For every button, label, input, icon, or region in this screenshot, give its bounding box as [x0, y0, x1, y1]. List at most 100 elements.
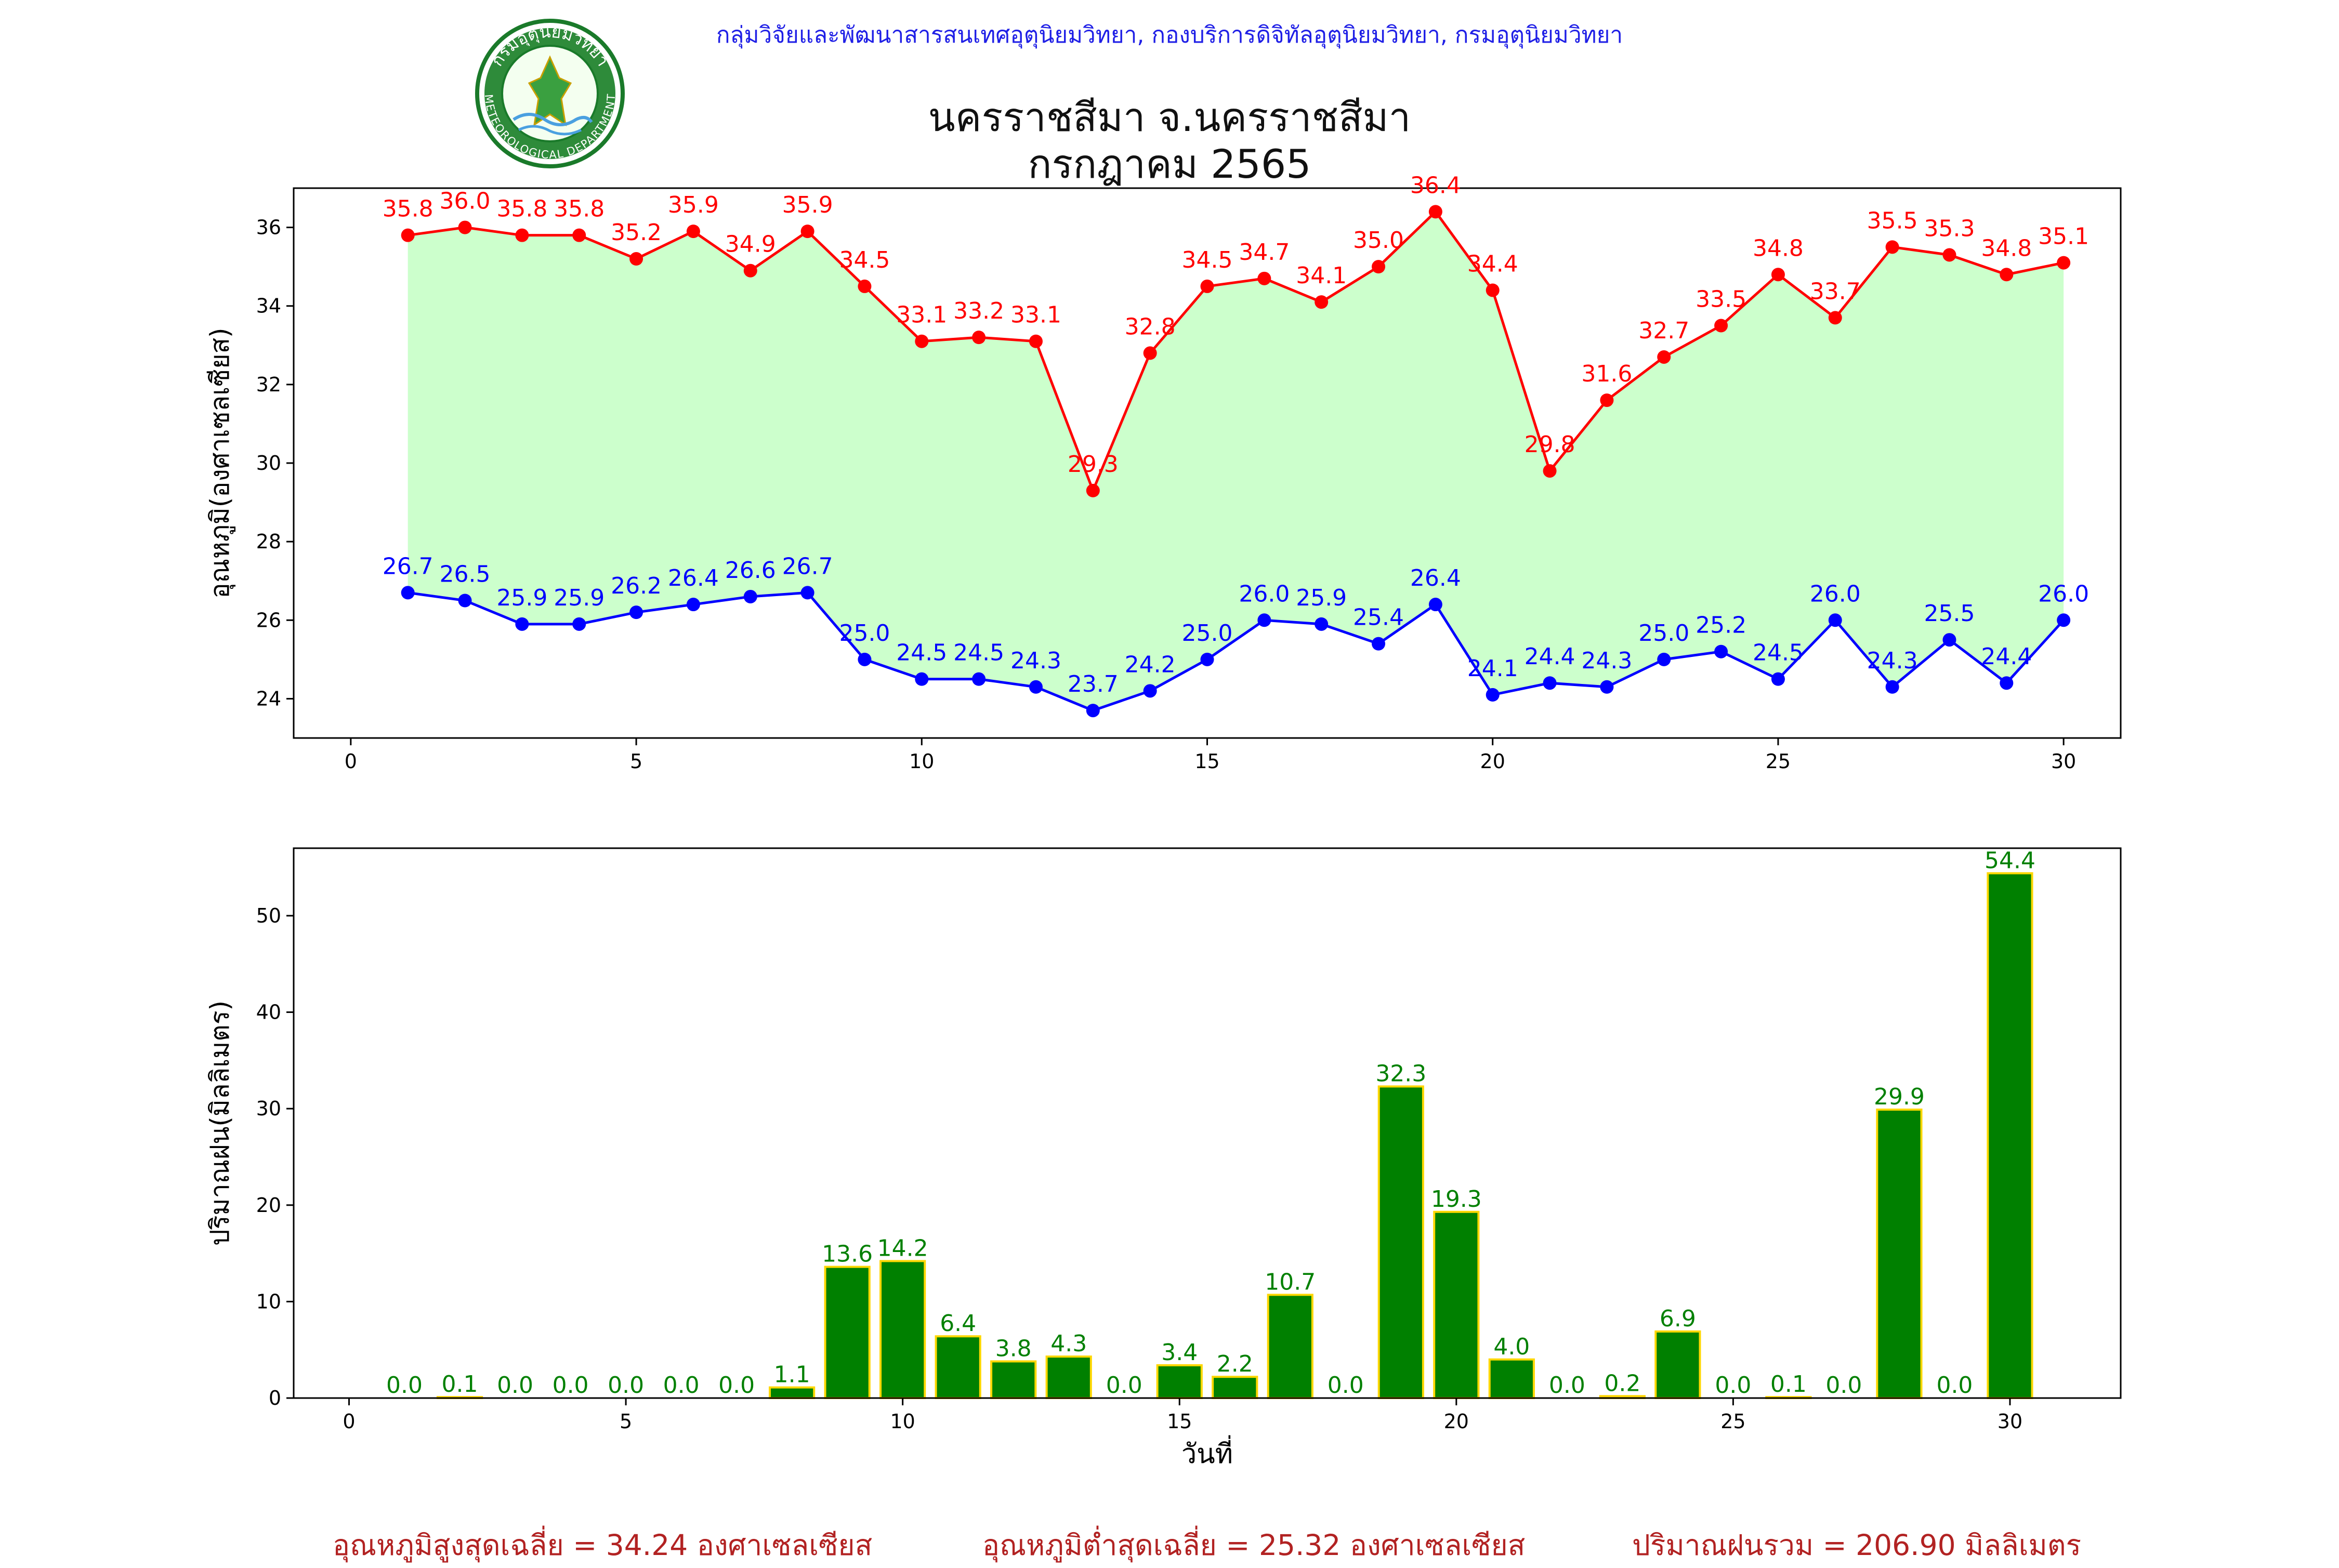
rainfall-value-label: 6.4	[940, 1310, 976, 1337]
x-tick-label: 10	[890, 1410, 915, 1433]
max-temperature-labels: 35.8 36.0 35.8 35.835.235.934.935.934.533.1…	[383, 172, 2089, 478]
min-temperature-point	[1257, 613, 1271, 627]
rainfall-bar	[879, 1260, 926, 1399]
min-temperature-labels: 26.7 26.525.9 25.9 26.2 26.4 26.6 26.725.024.5…	[383, 553, 2089, 697]
rainfall-value-label: 0.2	[1604, 1370, 1640, 1396]
min-temperature-point	[915, 672, 929, 686]
min-temperature-value-label: 24.5	[953, 640, 1004, 666]
x-tick-label: 5	[620, 1410, 632, 1433]
max-temperature-point	[1828, 311, 1842, 325]
max-temperature-value-label: 34.5	[839, 247, 890, 273]
max-temperature-point	[686, 225, 700, 239]
y-tick-label: 10	[256, 1290, 281, 1313]
min-temperature-point	[1372, 637, 1386, 651]
temperature-y-axis: 24 26 28 30 32 34 36	[256, 216, 294, 710]
min-temperature-value-label: 24.3	[1010, 648, 1061, 674]
max-temperature-point	[1200, 279, 1214, 293]
x-tick-label: 10	[909, 750, 934, 773]
min-temperature-point	[800, 586, 814, 600]
min-temperature-value-label: 25.0	[1182, 620, 1233, 647]
x-tick-label: 20	[1444, 1410, 1469, 1433]
max-temperature-point	[858, 279, 872, 293]
rainfall-x-axis: 0 5 10 15 20 25 30	[343, 1398, 2022, 1433]
max-temperature-value-label: 29.3	[1068, 451, 1119, 478]
min-temperature-point	[1828, 613, 1842, 627]
min-temperature-value-label: 24.5	[1753, 640, 1804, 666]
rainfall-value-label: 1.1	[774, 1362, 810, 1388]
min-temperature-value-label: 26.0	[1239, 581, 1290, 607]
rainfall-bar	[1045, 1355, 1092, 1400]
rainfall-value-label: 19.3	[1431, 1186, 1482, 1213]
min-temperature-point	[1486, 688, 1500, 702]
max-temperature-value-label: 29.8	[1525, 431, 1575, 458]
y-tick-label: 30	[256, 452, 281, 475]
max-temperature-value-label: 35.9	[782, 192, 833, 218]
rainfall-bar	[769, 1386, 816, 1400]
min-temperature-value-label: 25.9	[1296, 585, 1347, 611]
max-temperature-point	[972, 331, 986, 345]
max-temperature-point	[515, 228, 529, 242]
rainfall-value-label: 0.0	[1328, 1372, 1364, 1399]
min-temperature-value-label: 25.4	[1353, 604, 1404, 631]
max-temperature-point	[1600, 393, 1614, 407]
max-temperature-value-label: 34.7	[1239, 239, 1290, 266]
max-temperature-value-label: 34.5	[1182, 247, 1233, 273]
rainfall-plot-frame	[293, 847, 2122, 1399]
max-temperature-point	[458, 220, 472, 234]
x-tick-label: 20	[1480, 750, 1505, 773]
rainfall-value-label: 29.9	[1874, 1084, 1925, 1110]
rainfall-value-label: 0.0	[497, 1372, 533, 1399]
rainfall-bar	[1156, 1364, 1203, 1399]
logo-deity-figure	[528, 55, 572, 127]
min-temperature-point	[2057, 613, 2071, 627]
min-temperature-value-label: 26.0	[2038, 581, 2089, 607]
max-temperature-point	[915, 334, 929, 348]
rainfall-value-label: 0.0	[718, 1372, 755, 1399]
y-tick-label: 36	[256, 216, 281, 239]
min-temperature-point	[972, 672, 986, 686]
min-temperature-value-label: 26.4	[1410, 565, 1461, 591]
rainfall-value-label: 32.3	[1375, 1060, 1426, 1087]
max-temperature-points	[401, 205, 2071, 497]
rainfall-value-label: 2.2	[1217, 1351, 1253, 1377]
max-temperature-line	[408, 209, 2064, 494]
rainfall-value-label: 0.1	[1770, 1371, 1807, 1398]
min-temperature-value-label: 24.4	[1981, 643, 2032, 670]
max-temperature-value-label: 34.8	[1753, 235, 1804, 261]
y-tick-label: 24	[256, 687, 281, 710]
min-temperature-value-label: 25.9	[496, 585, 547, 611]
max-temperature-point	[1543, 464, 1557, 478]
y-tick-label: 0	[269, 1387, 281, 1409]
min-temperature-point	[1143, 684, 1157, 698]
min-temperature-point	[1885, 680, 1899, 694]
min-temperature-point	[686, 598, 700, 612]
organization-line: กลุ่มวิจัยและพัฒนาสารสนเทศอุตุนิยมวิทยา,…	[716, 22, 1623, 48]
max-temperature-point	[1372, 260, 1386, 274]
x-tick-label: 25	[1720, 1410, 1745, 1433]
x-tick-label: 30	[1998, 1410, 2022, 1433]
rainfall-value-label: 4.0	[1493, 1334, 1530, 1360]
max-temperature-value-label: 35.8	[554, 196, 605, 222]
rainfall-value-label: 0.1	[442, 1371, 478, 1398]
rainfall-bar	[1654, 1330, 1701, 1399]
y-tick-label: 50	[256, 904, 281, 927]
chart-subtitle: กรกฎาคม 2565	[1028, 141, 1311, 187]
max-temperature-value-label: 35.2	[611, 219, 662, 246]
max-temperature-value-label: 35.8	[383, 196, 433, 222]
min-temperature-point	[629, 605, 643, 620]
max-temperature-value-label: 36.4	[1410, 172, 1461, 199]
min-temperature-value-label: 25.5	[1924, 600, 1975, 627]
max-temperature-value-label: 32.8	[1125, 313, 1176, 340]
max-temperature-point	[2057, 256, 2071, 270]
rainfall-value-label: 4.3	[1050, 1330, 1087, 1357]
min-temperature-value-label: 26.6	[725, 557, 776, 584]
x-tick-label: 0	[343, 1410, 355, 1433]
max-temperature-point	[1657, 350, 1671, 364]
rainfall-y-axis: 0 10 20 30 40 50	[256, 904, 294, 1409]
rainfall-value-label: 0.0	[1549, 1372, 1585, 1399]
rainfall-value-label: 13.6	[822, 1241, 873, 1268]
y-tick-label: 32	[256, 373, 281, 396]
rainfall-bar	[824, 1266, 871, 1400]
min-temperature-point	[2000, 676, 2014, 690]
max-temperature-point	[1315, 295, 1329, 309]
